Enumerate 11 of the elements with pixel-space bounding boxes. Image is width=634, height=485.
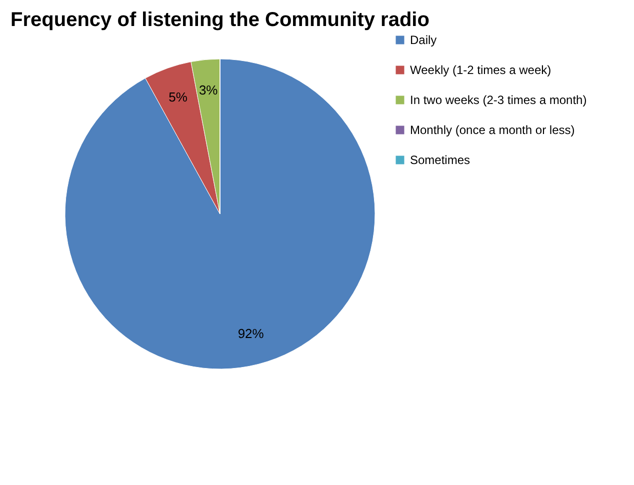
pie-slice	[145, 61, 220, 214]
legend-label: Monthly (once a month or less)	[410, 123, 575, 137]
legend-label: In two weeks (2-3 times a month)	[410, 93, 587, 107]
chart-title: Frequency of listening the Community radio	[10, 9, 430, 31]
legend-label: Daily	[410, 33, 437, 47]
data-label: 92%	[238, 326, 264, 342]
data-label: 3%	[198, 82, 218, 98]
data-label: 5%	[168, 89, 188, 104]
legend-label: Weekly (1-2 times a week)	[410, 63, 552, 77]
pie-slice	[64, 58, 376, 369]
legend-label: Sometimes	[410, 153, 470, 167]
